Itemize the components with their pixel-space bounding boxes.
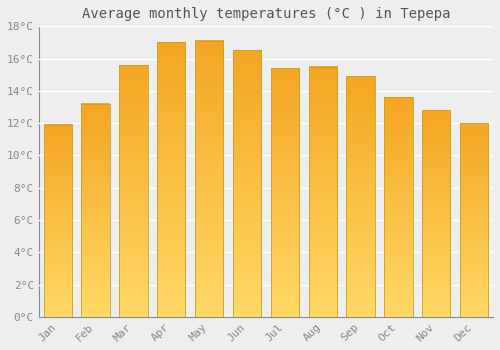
Bar <box>346 76 375 317</box>
Bar <box>270 68 299 317</box>
Bar <box>233 50 261 317</box>
Bar <box>195 41 224 317</box>
Bar <box>44 125 72 317</box>
Bar <box>119 65 148 317</box>
Bar <box>422 110 450 317</box>
Bar <box>308 66 337 317</box>
Title: Average monthly temperatures (°C ) in Tepepa: Average monthly temperatures (°C ) in Te… <box>82 7 450 21</box>
Bar <box>157 42 186 317</box>
Bar <box>460 123 488 317</box>
Bar <box>82 104 110 317</box>
Bar <box>384 97 412 317</box>
